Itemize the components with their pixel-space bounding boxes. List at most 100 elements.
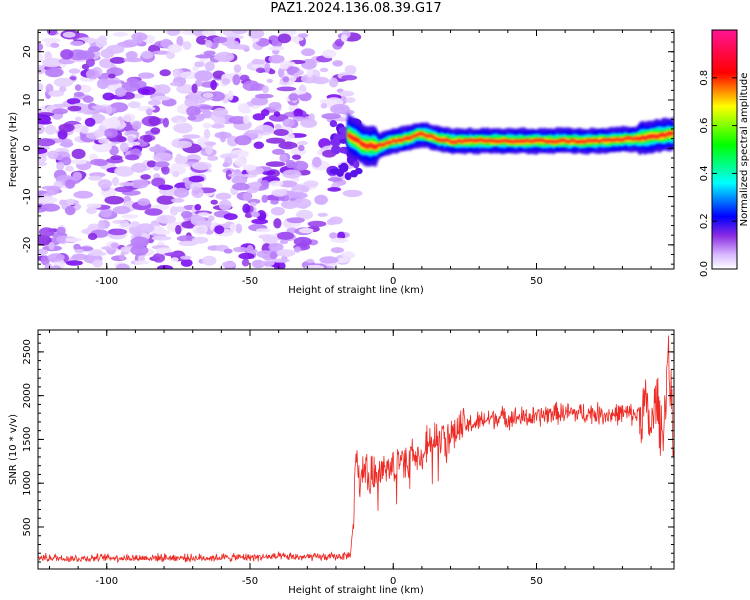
noise-blob (156, 214, 177, 224)
noise-blob (253, 141, 264, 149)
noise-blob (144, 208, 163, 216)
noise-blob (271, 258, 290, 263)
noise-blob (56, 161, 65, 171)
1-x-tick-label: -50 (242, 576, 258, 587)
noise-blob (176, 84, 195, 94)
noise-blob (87, 251, 107, 256)
noise-blob (304, 264, 325, 269)
noise-blob (99, 207, 113, 218)
noise-blob (191, 161, 212, 171)
noise-blob (171, 163, 189, 168)
noise-blob (130, 245, 149, 256)
noise-blob (116, 136, 127, 143)
colorbar-tick-label: 0.4 (699, 165, 710, 181)
noise-blob (143, 134, 153, 143)
noise-blob (330, 237, 349, 243)
noise-blob (265, 161, 286, 167)
noise-blob (170, 257, 179, 262)
noise-blob (344, 65, 357, 75)
noise-blob (81, 125, 89, 135)
noise-blob (240, 107, 252, 114)
noise-blob (286, 217, 305, 224)
noise-blob (291, 154, 302, 160)
noise-blob (59, 85, 67, 93)
snr-y-tick-label: 1000 (22, 470, 33, 495)
noise-blob (73, 91, 85, 97)
noise-blob (44, 51, 53, 62)
noise-blob (125, 154, 140, 161)
spectrogram-y-tick-label: -10 (22, 188, 33, 204)
transition-blob (338, 164, 347, 169)
noise-blob (152, 253, 165, 263)
noise-blob (56, 236, 66, 244)
noise-blob (121, 214, 139, 219)
noise-blob (322, 49, 337, 59)
noise-blob (282, 118, 295, 128)
noise-blob (130, 236, 150, 248)
noise-blob (312, 76, 330, 85)
noise-blob (70, 40, 84, 47)
noise-blob (223, 213, 238, 221)
noise-blob (234, 158, 247, 167)
noise-blob (326, 218, 336, 226)
noise-blob (154, 84, 171, 95)
noise-blob (252, 211, 260, 218)
transition-blob (353, 160, 360, 169)
noise-blob (221, 78, 231, 85)
noise-blob (278, 67, 285, 78)
noise-blob (51, 265, 62, 269)
noise-blob (282, 169, 302, 179)
noise-blob (273, 129, 289, 136)
noise-blob (45, 124, 57, 135)
noise-blob (180, 210, 193, 219)
spectrogram-frame (37, 29, 675, 270)
noise-blob (119, 222, 132, 229)
noise-blob (101, 118, 121, 129)
noise-blob (50, 42, 60, 48)
noise-blob (88, 46, 101, 53)
colorbar-gradient (711, 29, 738, 270)
noise-blob (103, 128, 118, 139)
noise-blob (195, 79, 203, 87)
noise-blob (38, 248, 48, 256)
noise-blob (58, 123, 75, 133)
colorbar-tick-label: 0.0 (699, 261, 710, 277)
noise-blob (173, 123, 189, 133)
noise-blob (180, 258, 193, 267)
noise-blob (301, 48, 316, 57)
noise-blob (141, 88, 150, 94)
noise-blob (65, 165, 74, 172)
noise-blob (264, 265, 274, 269)
noise-blob (223, 248, 233, 254)
noise-blob (232, 74, 241, 86)
noise-blob (242, 192, 252, 202)
noise-blob (154, 161, 170, 168)
noise-blob (109, 56, 126, 64)
noise-blob (210, 79, 217, 91)
noise-blob (214, 131, 232, 139)
noise-blob (188, 175, 205, 183)
noise-blob (194, 61, 205, 68)
noise-blob (212, 107, 229, 118)
transition-blob (329, 120, 338, 128)
noise-blob (180, 255, 192, 260)
noise-blob (268, 101, 282, 110)
noise-blob (114, 166, 134, 177)
noise-blob (47, 150, 59, 160)
noise-blob (68, 68, 81, 74)
noise-blob (218, 199, 232, 211)
noise-blob (256, 250, 274, 258)
noise-blob (270, 206, 285, 216)
noise-blob (112, 219, 130, 224)
noise-blob (214, 115, 226, 126)
noise-blob (182, 134, 201, 139)
noise-blob (306, 258, 315, 264)
noise-blob (71, 148, 86, 159)
noise-blob (166, 30, 181, 36)
noise-blob (279, 154, 288, 163)
noise-blob (252, 113, 266, 121)
noise-blob (272, 148, 285, 155)
noise-blob (136, 223, 155, 233)
noise-blob (169, 81, 181, 87)
noise-blob (191, 187, 204, 199)
